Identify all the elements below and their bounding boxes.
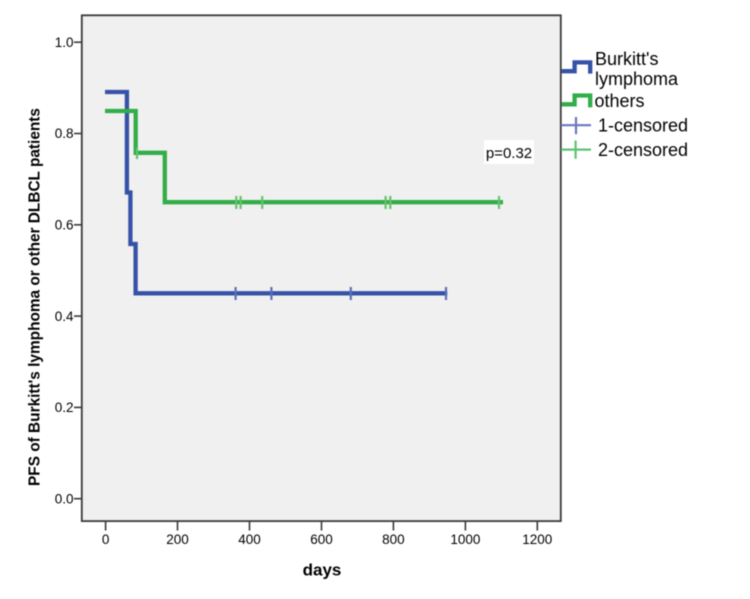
svg-text:0: 0: [102, 532, 110, 547]
svg-text:0.4: 0.4: [55, 309, 74, 324]
svg-text:600: 600: [310, 532, 333, 547]
svg-text:200: 200: [166, 532, 189, 547]
svg-text:lymphoma: lymphoma: [595, 69, 679, 89]
svg-text:0.8: 0.8: [55, 126, 74, 141]
svg-text:0.6: 0.6: [55, 218, 74, 233]
svg-text:1200: 1200: [522, 532, 552, 547]
svg-text:1000: 1000: [450, 532, 480, 547]
svg-text:0.0: 0.0: [55, 491, 74, 506]
svg-text:Burkitt's: Burkitt's: [595, 49, 658, 69]
svg-text:800: 800: [382, 532, 405, 547]
svg-text:days: days: [303, 561, 342, 580]
svg-text:400: 400: [238, 532, 261, 547]
svg-text:p=0.32: p=0.32: [486, 145, 532, 162]
svg-text:2-censored: 2-censored: [598, 140, 688, 160]
svg-text:1-censored: 1-censored: [598, 116, 688, 136]
svg-text:1.0: 1.0: [55, 35, 74, 50]
svg-text:PFS of Burkitt's lymphoma or o: PFS of Burkitt's lymphoma or other DLBCL…: [27, 108, 44, 486]
svg-text:0.2: 0.2: [55, 400, 74, 415]
svg-text:others: others: [595, 91, 645, 111]
